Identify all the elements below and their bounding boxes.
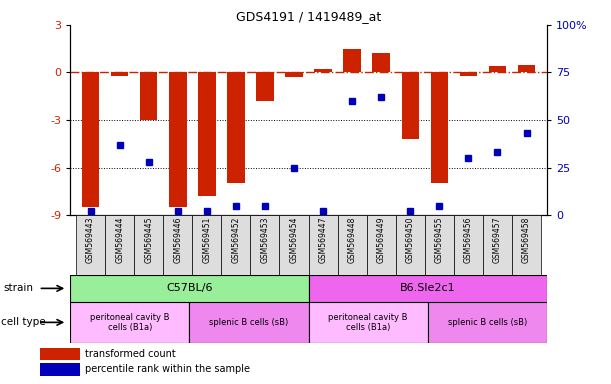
Bar bbox=[309, 215, 338, 275]
Bar bbox=[401, 73, 419, 139]
Text: GSM569453: GSM569453 bbox=[260, 217, 269, 263]
Text: GSM569448: GSM569448 bbox=[348, 217, 357, 263]
Text: cell type: cell type bbox=[1, 317, 45, 328]
Text: GSM569456: GSM569456 bbox=[464, 217, 473, 263]
Text: GDS4191 / 1419489_at: GDS4191 / 1419489_at bbox=[236, 10, 381, 23]
Bar bbox=[425, 215, 454, 275]
Text: strain: strain bbox=[3, 283, 33, 293]
Bar bbox=[518, 65, 535, 73]
Bar bbox=[134, 215, 163, 275]
Bar bbox=[76, 215, 105, 275]
Bar bbox=[279, 215, 309, 275]
Bar bbox=[40, 348, 80, 360]
Text: GSM569452: GSM569452 bbox=[232, 217, 240, 263]
Text: GSM569443: GSM569443 bbox=[86, 217, 95, 263]
Bar bbox=[396, 215, 425, 275]
Bar bbox=[338, 215, 367, 275]
Bar bbox=[198, 73, 216, 196]
Text: GSM569450: GSM569450 bbox=[406, 217, 415, 263]
Bar bbox=[512, 215, 541, 275]
Bar bbox=[192, 215, 221, 275]
Bar bbox=[489, 66, 506, 73]
Text: GSM569451: GSM569451 bbox=[202, 217, 211, 263]
Text: C57BL/6: C57BL/6 bbox=[166, 283, 213, 293]
Bar bbox=[105, 215, 134, 275]
Bar bbox=[70, 275, 309, 302]
Bar bbox=[428, 302, 547, 343]
Bar bbox=[483, 215, 512, 275]
Bar bbox=[459, 73, 477, 76]
Bar bbox=[140, 73, 158, 120]
Text: splenic B cells (sB): splenic B cells (sB) bbox=[448, 318, 527, 327]
Bar bbox=[285, 73, 302, 77]
Text: peritoneal cavity B
cells (B1a): peritoneal cavity B cells (B1a) bbox=[90, 313, 170, 332]
Text: B6.Sle2c1: B6.Sle2c1 bbox=[400, 283, 456, 293]
Text: GSM569447: GSM569447 bbox=[318, 217, 327, 263]
Bar bbox=[373, 53, 390, 73]
Bar bbox=[256, 73, 274, 101]
Bar bbox=[111, 73, 128, 76]
Bar bbox=[163, 215, 192, 275]
Bar bbox=[227, 73, 244, 184]
Text: GSM569454: GSM569454 bbox=[290, 217, 299, 263]
Bar bbox=[454, 215, 483, 275]
Bar bbox=[82, 73, 100, 207]
Text: GSM569455: GSM569455 bbox=[435, 217, 444, 263]
Bar bbox=[309, 302, 428, 343]
Text: transformed count: transformed count bbox=[86, 349, 176, 359]
Text: GSM569458: GSM569458 bbox=[522, 217, 531, 263]
Bar bbox=[169, 73, 186, 207]
Text: GSM569449: GSM569449 bbox=[377, 217, 386, 263]
Bar bbox=[40, 363, 80, 376]
Text: peritoneal cavity B
cells (B1a): peritoneal cavity B cells (B1a) bbox=[328, 313, 408, 332]
Bar bbox=[431, 73, 448, 184]
Text: GSM569445: GSM569445 bbox=[144, 217, 153, 263]
Bar bbox=[251, 215, 279, 275]
Text: percentile rank within the sample: percentile rank within the sample bbox=[86, 364, 251, 374]
Text: GSM569446: GSM569446 bbox=[174, 217, 182, 263]
Bar bbox=[221, 215, 251, 275]
Bar bbox=[189, 302, 309, 343]
Bar bbox=[315, 70, 332, 73]
Text: splenic B cells (sB): splenic B cells (sB) bbox=[210, 318, 288, 327]
Bar bbox=[70, 302, 189, 343]
Bar bbox=[343, 49, 361, 73]
Bar bbox=[367, 215, 396, 275]
Bar bbox=[309, 275, 547, 302]
Text: GSM569444: GSM569444 bbox=[115, 217, 124, 263]
Text: GSM569457: GSM569457 bbox=[493, 217, 502, 263]
